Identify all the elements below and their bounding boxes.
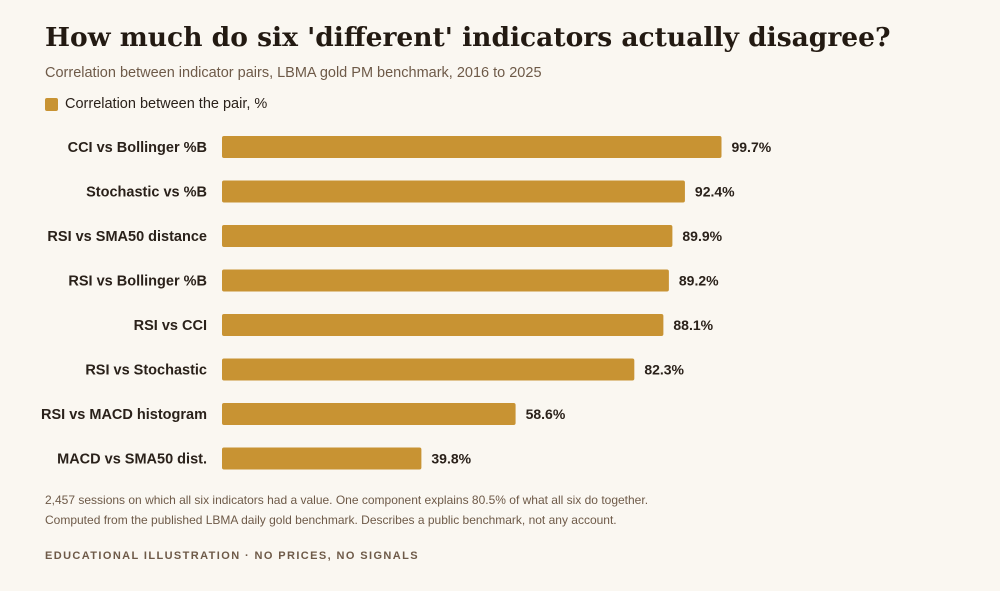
data-label: 89.2% (679, 273, 719, 289)
bar (222, 136, 722, 158)
data-label: 82.3% (644, 362, 684, 378)
bar (222, 314, 664, 336)
data-label: 89.9% (682, 228, 722, 244)
disclaimer-tag: EDUCATIONAL ILLUSTRATION · NO PRICES, NO… (45, 550, 419, 562)
chart-subtitle: Correlation between indicator pairs, LBM… (45, 65, 542, 81)
data-label: 88.1% (673, 317, 713, 333)
bar (222, 447, 422, 470)
legend: Correlation between the pair, % (45, 96, 267, 112)
category-label: RSI vs CCI (134, 318, 207, 334)
bar (222, 225, 673, 247)
legend-swatch (45, 97, 58, 111)
footnote-sessions: 2,457 sessions on which all six indicato… (45, 493, 649, 507)
bar (222, 180, 685, 203)
data-label: 58.6% (526, 406, 566, 422)
category-label: RSI vs Stochastic (85, 363, 207, 379)
legend-label: Correlation between the pair, % (65, 96, 268, 112)
category-label: MACD vs SMA50 dist. (57, 452, 207, 468)
chart-title: How much do six 'different' indicators a… (45, 22, 891, 53)
data-label: 92.4% (695, 184, 735, 200)
data-label: 99.7% (731, 139, 771, 155)
bar (222, 403, 516, 425)
data-label: 39.8% (431, 451, 471, 467)
bar (222, 358, 635, 381)
category-label: CCI vs Bollinger %B (68, 140, 207, 156)
category-label: RSI vs SMA50 distance (47, 229, 207, 245)
footnote-source: Computed from the published LBMA daily g… (45, 513, 617, 527)
bar-chart: CCI vs Bollinger %B 99.7% Stochastic vs %B… (41, 136, 772, 470)
category-label: RSI vs MACD histogram (41, 407, 207, 423)
bar (222, 269, 669, 292)
category-label: RSI vs Bollinger %B (68, 274, 207, 290)
category-label: Stochastic vs %B (86, 185, 207, 201)
